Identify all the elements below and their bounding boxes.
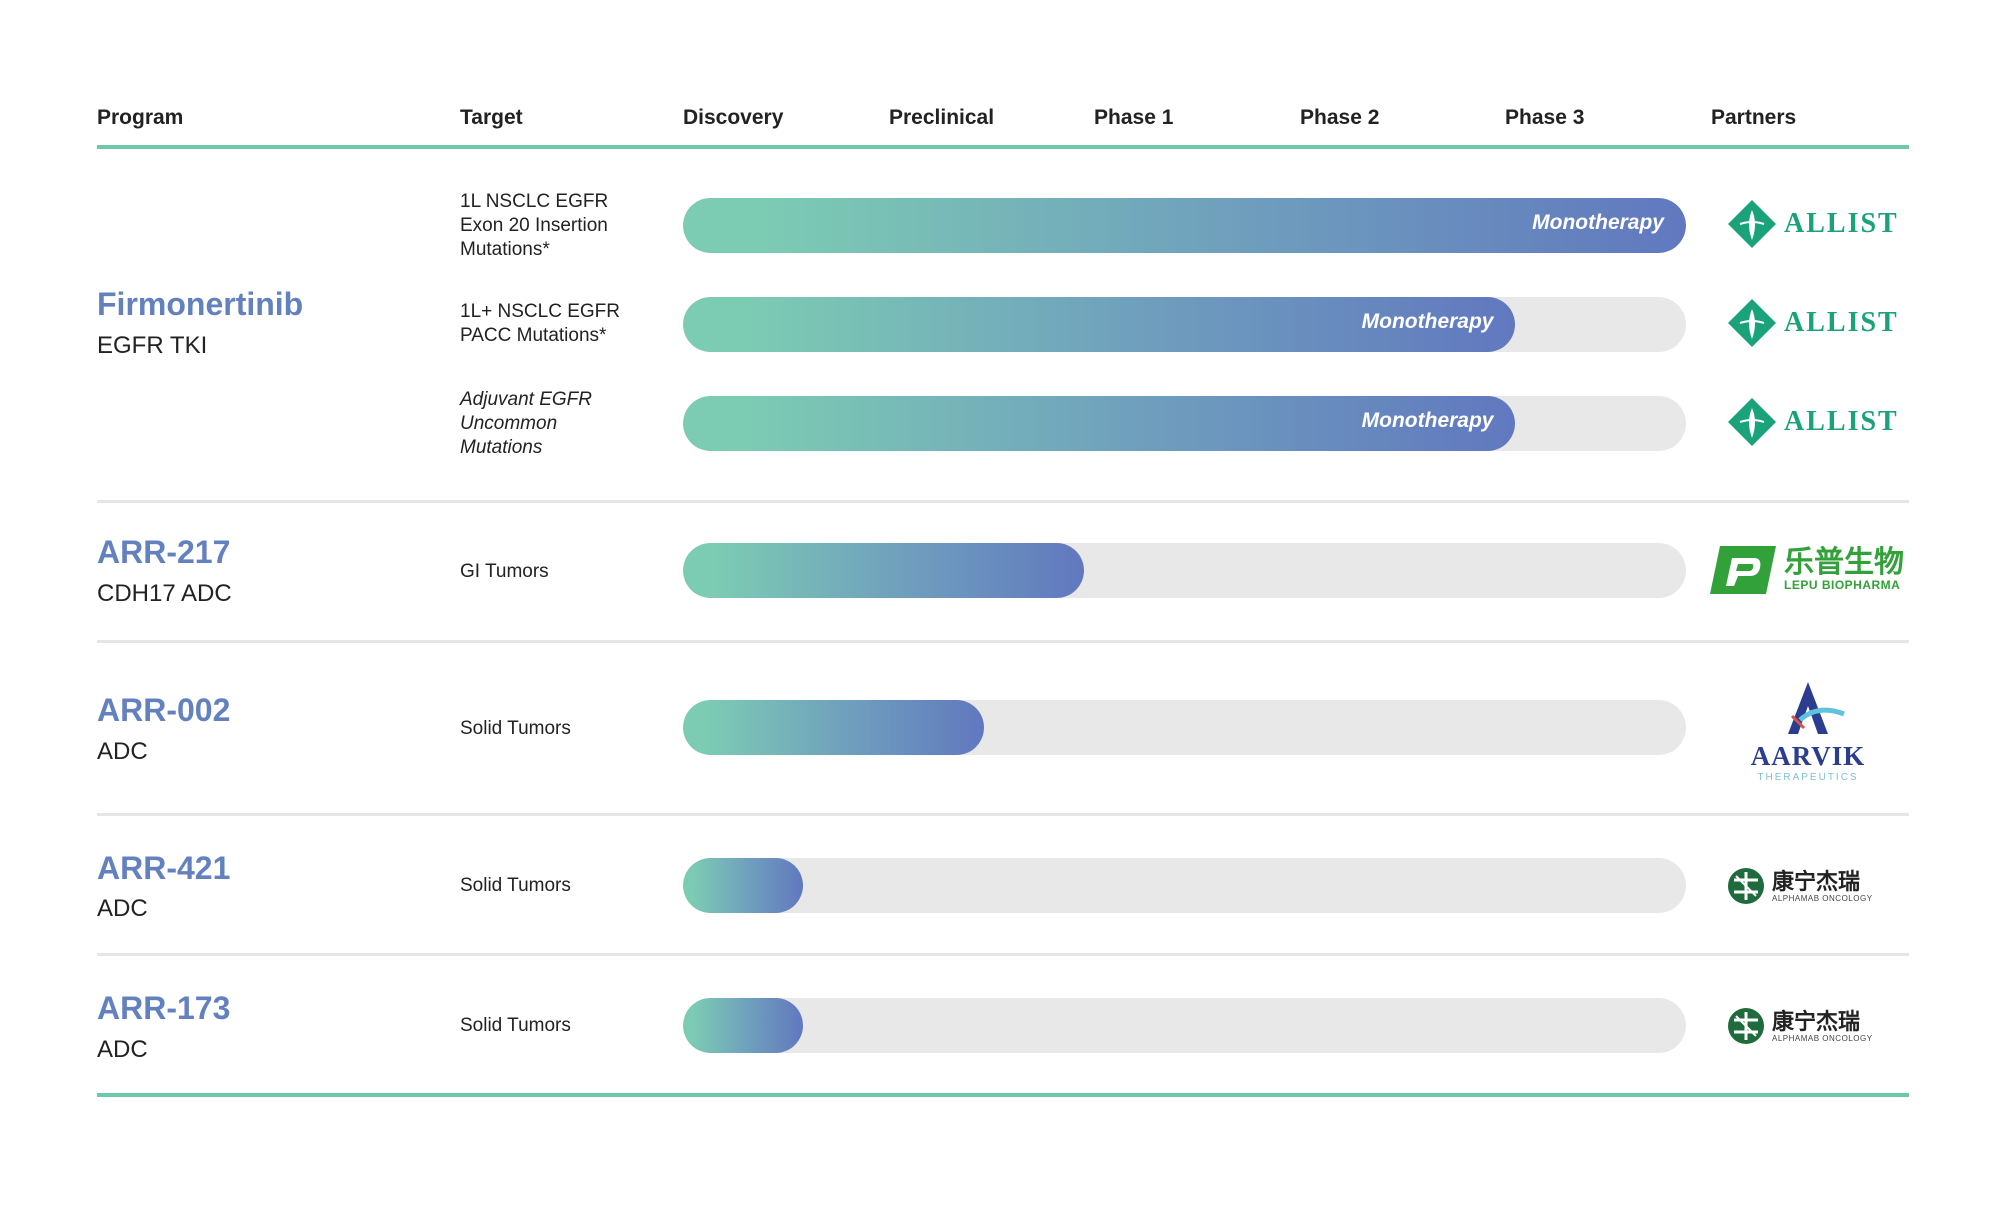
row-divider — [97, 500, 1909, 503]
header-phase2: Phase 2 — [1300, 106, 1380, 129]
partner-name-cn: 乐普生物 — [1784, 546, 1904, 579]
alphamab-logo-icon — [1728, 1008, 1764, 1044]
partner-logo-allist: ALLIST — [1726, 297, 1899, 349]
pipeline-progress-bar — [683, 998, 804, 1053]
program-subtitle-arr-217: CDH17 ADC — [97, 580, 232, 607]
row-divider — [97, 640, 1909, 643]
footer-rule — [97, 1093, 1909, 1097]
header-partners: Partners — [1711, 106, 1797, 129]
program-name-arr-002: ARR-002 — [97, 692, 231, 728]
partner-name-cn: 康宁杰瑞 — [1772, 1008, 1861, 1034]
pipeline-track — [683, 543, 1686, 598]
aarvik-logo-icon — [1788, 682, 1845, 734]
target-label: 1L NSCLC EGFR Exon 20 Insertion Mutation… — [460, 191, 609, 260]
partner-name-en: ALPHAMAB ONCOLOGY — [1772, 893, 1873, 903]
partner-logo-alphamab: 康宁杰瑞 ALPHAMAB ONCOLOGY — [1726, 866, 1873, 906]
allist-leaf-icon — [1728, 398, 1776, 446]
pipeline-progress-bar: Monotherapy — [683, 198, 1686, 253]
target-label: Solid Tumors — [460, 875, 571, 896]
target-label: 1L+ NSCLC EGFR PACC Mutations* — [460, 301, 620, 346]
pipeline-track — [683, 700, 1686, 755]
partner-name: AARVIK — [1750, 741, 1866, 771]
program-name-firmonertinib: Firmonertinib — [97, 286, 304, 322]
program-name-arr-217: ARR-217 — [97, 534, 231, 570]
partner-logo-allist: ALLIST — [1726, 396, 1899, 448]
header-phase1: Phase 1 — [1094, 106, 1174, 129]
target-label: Solid Tumors — [460, 1015, 571, 1036]
partner-logo-alphamab: 康宁杰瑞 ALPHAMAB ONCOLOGY — [1726, 1006, 1873, 1046]
pipeline-progress-bar — [683, 700, 984, 755]
therapy-label: Monotherapy — [1532, 211, 1664, 234]
therapy-label: Monotherapy — [1361, 409, 1494, 432]
alphamab-logo-icon — [1728, 868, 1764, 904]
partner-logo-allist: ALLIST — [1726, 198, 1899, 250]
header-target: Target — [460, 106, 523, 129]
partner-name: ALLIST — [1784, 307, 1899, 338]
target-label: GI Tumors — [460, 561, 549, 582]
program-subtitle-firmonertinib: EGFR TKI — [97, 332, 208, 359]
pipeline-track: Monotherapy — [683, 396, 1686, 451]
program-subtitle-arr-173: ADC — [97, 1036, 148, 1063]
partner-subname: THERAPEUTICS — [1757, 772, 1859, 783]
header-program: Program — [97, 106, 184, 129]
allist-leaf-icon — [1728, 200, 1776, 248]
pipeline-progress-bar: Monotherapy — [683, 396, 1516, 451]
target-label: Adjuvant EGFR Uncommon Mutations — [460, 389, 592, 458]
partner-name: ALLIST — [1784, 208, 1899, 239]
pipeline-track: Monotherapy — [683, 297, 1686, 352]
header-phase3: Phase 3 — [1505, 106, 1585, 129]
row-divider — [97, 813, 1909, 816]
partner-logo-lepu: 乐普生物 LEPU BIOPHARMA — [1710, 544, 1904, 596]
header-discovery: Discovery — [683, 106, 784, 129]
pipeline-track — [683, 858, 1686, 913]
lepu-logo-icon — [1710, 546, 1776, 594]
target-label: Solid Tumors — [460, 718, 571, 739]
partner-name-cn: 康宁杰瑞 — [1772, 868, 1861, 894]
therapy-label: Monotherapy — [1361, 310, 1494, 333]
pipeline-progress-bar — [683, 858, 804, 913]
partner-name: ALLIST — [1784, 406, 1899, 437]
partner-name-en: LEPU BIOPHARMA — [1784, 578, 1901, 592]
partner-name-en: ALPHAMAB ONCOLOGY — [1772, 1033, 1873, 1043]
program-name-arr-421: ARR-421 — [97, 850, 231, 886]
row-divider — [97, 953, 1909, 956]
program-subtitle-arr-421: ADC — [97, 895, 148, 922]
pipeline-progress-bar: Monotherapy — [683, 297, 1516, 352]
program-name-arr-173: ARR-173 — [97, 990, 231, 1026]
pipeline-track — [683, 998, 1686, 1053]
header-rule — [97, 145, 1909, 149]
header-preclinical: Preclinical — [889, 106, 995, 129]
pipeline-progress-bar — [683, 543, 1085, 598]
program-subtitle-arr-002: ADC — [97, 738, 148, 765]
pipeline-track: Monotherapy — [683, 198, 1686, 253]
partner-logo-aarvik: AARVIK THERAPEUTICS — [1748, 680, 1868, 783]
allist-leaf-icon — [1728, 299, 1776, 347]
